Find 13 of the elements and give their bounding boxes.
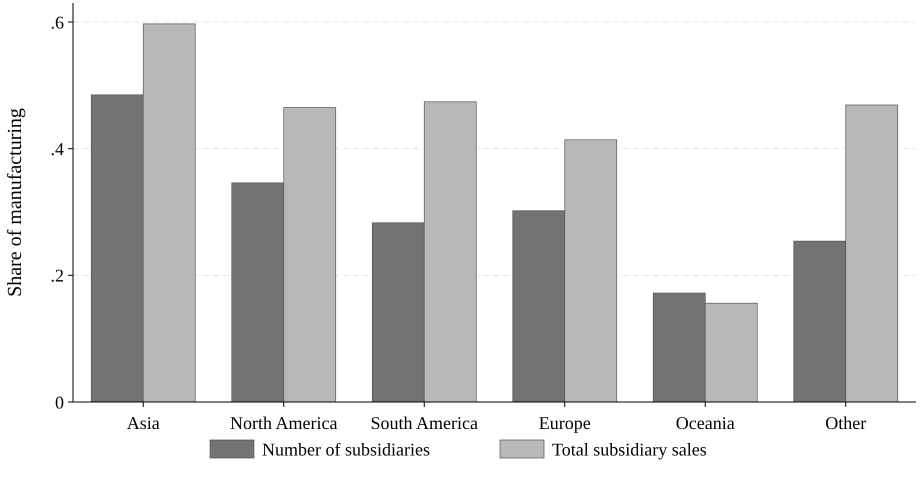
x-tick-label: Oceania <box>676 413 735 433</box>
legend-label: Total subsidiary sales <box>552 439 707 460</box>
legend-label: Number of subsidiaries <box>262 439 430 460</box>
x-tick-label: North America <box>230 413 338 433</box>
x-tick-label: Asia <box>126 413 160 433</box>
x-tick-label: South America <box>370 413 478 433</box>
y-axis-title: Share of manufacturing <box>4 108 26 297</box>
y-tick-label: .4 <box>50 138 64 159</box>
y-tick-label: 0 <box>55 392 64 412</box>
x-tick-label: Europe <box>538 413 591 433</box>
y-tick-label: .2 <box>50 266 64 286</box>
x-tick-label: Other <box>825 413 866 433</box>
y-tick-label: .6 <box>50 12 64 32</box>
